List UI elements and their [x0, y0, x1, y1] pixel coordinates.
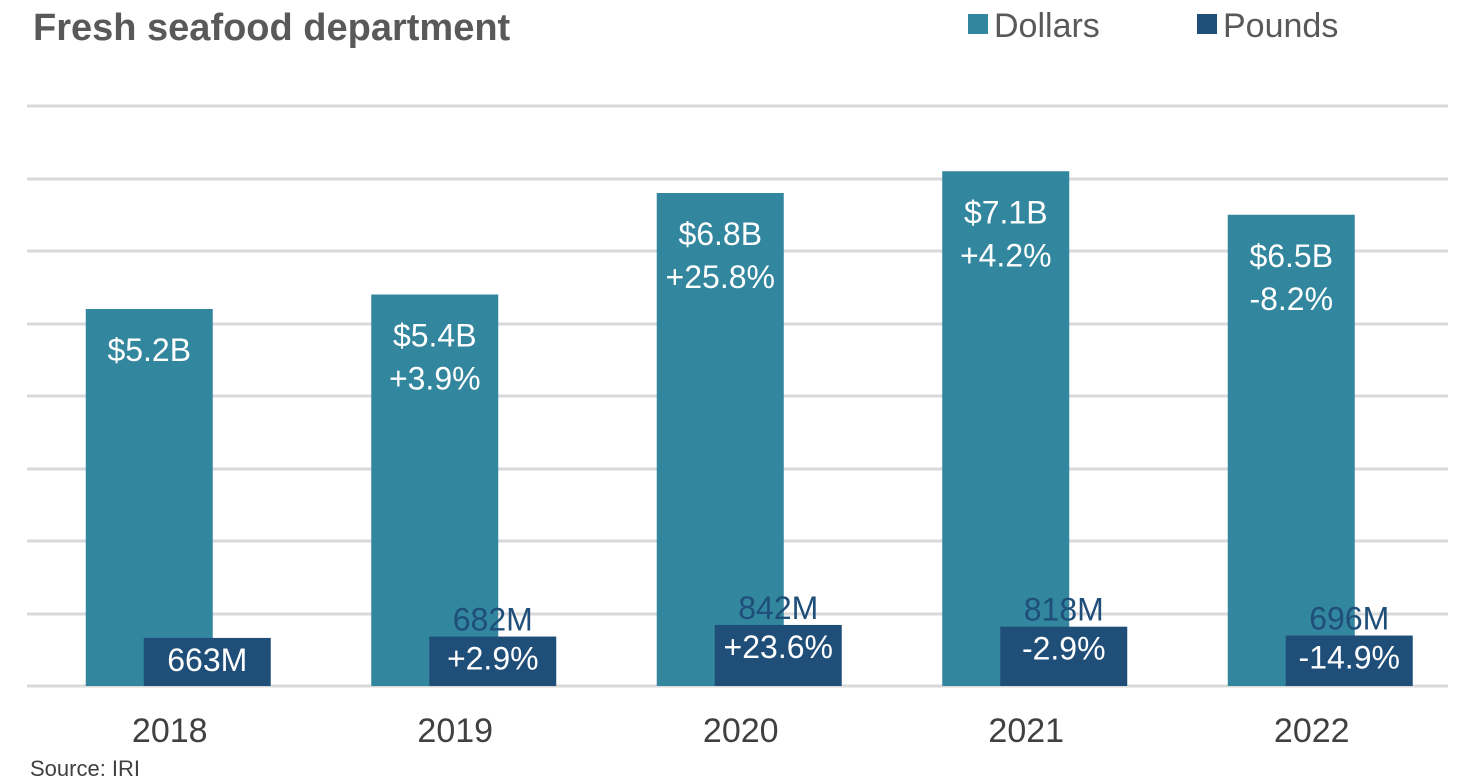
x-tick-label: 2018	[132, 712, 208, 750]
pounds-change-label: -14.9%	[1299, 640, 1400, 676]
legend: Dollars Pounds	[968, 7, 1338, 45]
pounds-bar	[1285, 635, 1413, 686]
pounds-value-label: 696M	[1309, 601, 1389, 637]
legend-swatch-pounds	[1197, 14, 1217, 34]
pounds-change-label: +23.6%	[724, 629, 833, 665]
pounds-value-label: 663M	[167, 642, 247, 678]
dollars-bar	[942, 171, 1070, 686]
x-tick-label: 2021	[988, 712, 1064, 750]
pounds-bar	[429, 636, 557, 686]
dollars-bar	[371, 294, 499, 686]
source-note: Source: IRI	[30, 756, 140, 781]
pounds-value-label: 682M	[453, 602, 533, 638]
x-tick-label: 2022	[1274, 712, 1350, 750]
pounds-bar	[143, 637, 271, 686]
legend-swatch-dollars	[968, 14, 988, 34]
dollars-change-label: -8.2%	[1249, 281, 1333, 317]
pounds-bar	[714, 624, 842, 686]
dollars-change-label: +4.2%	[960, 237, 1052, 273]
dollars-value-label: $6.8B	[678, 216, 762, 252]
pounds-change-label: -2.9%	[1022, 631, 1106, 667]
dollars-value-label: $6.5B	[1249, 238, 1333, 274]
x-tick-label: 2019	[417, 712, 493, 750]
pounds-value-label: 818M	[1024, 592, 1104, 628]
dollars-bar	[1227, 214, 1355, 686]
dollars-change-label: +3.9%	[389, 361, 481, 397]
pounds-series: 663M 682M+2.9% 842M+23.6% 818M-2.9% 696M-14.…	[143, 590, 1413, 686]
x-tick-label: 2020	[703, 712, 779, 750]
legend-label-dollars: Dollars	[994, 7, 1100, 45]
pounds-change-label: +2.9%	[447, 641, 539, 677]
dollars-change-label: +25.8%	[666, 259, 775, 295]
chart-title: Fresh seafood department	[33, 7, 511, 49]
dollars-value-label: $7.1B	[964, 194, 1048, 230]
dollars-series: $5.2B $5.4B +3.9% $6.8B +25.8% $7.1B +4.2% $6.5…	[85, 171, 1355, 686]
pounds-value-label: 842M	[738, 590, 818, 626]
dollars-value-label: $5.4B	[393, 318, 477, 354]
dollars-value-label: $5.2B	[107, 332, 191, 368]
pounds-bar	[1000, 626, 1128, 686]
legend-label-pounds: Pounds	[1223, 7, 1338, 45]
x-axis: 2018 2019 2020 2021 2022	[132, 712, 1350, 750]
dollars-bar	[656, 193, 784, 686]
dollars-bar	[85, 309, 213, 686]
